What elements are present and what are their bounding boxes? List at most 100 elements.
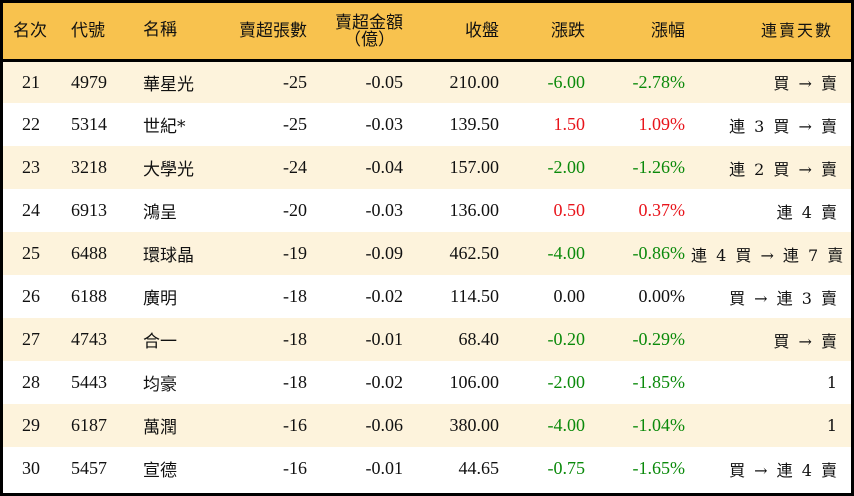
table-row[interactable]: 27 4743 合一 -18 -0.01 68.40 -0.20 -0.29% … [3, 318, 851, 361]
header-net-sell-amount[interactable]: 賣超金額 （億） [317, 3, 419, 60]
lots-cell: -25 [283, 71, 307, 92]
streak-cell: 買 → 賣 [773, 331, 839, 351]
close-cell: 139.50 [449, 114, 500, 134]
name-cell: 世紀* [143, 117, 186, 137]
name-cell: 廣明 [143, 289, 177, 309]
code-cell: 6913 [71, 200, 107, 220]
header-close[interactable]: 收盤 [465, 21, 499, 41]
code-cell: 6488 [71, 243, 107, 263]
close-cell: 462.50 [449, 243, 500, 263]
change-pct-cell: -0.86% [632, 243, 686, 263]
header-net-sell-lots[interactable]: 賣超張數 [239, 21, 307, 41]
code-cell: 5457 [71, 458, 107, 478]
change-pct-cell: -0.29% [632, 329, 686, 349]
close-cell: 210.00 [449, 71, 500, 92]
lots-cell: -18 [283, 372, 307, 392]
rank-cell: 30 [22, 458, 40, 478]
code-cell: 4743 [71, 329, 107, 349]
change-cell: 0.00 [553, 286, 586, 306]
rank-cell: 28 [22, 372, 40, 392]
table-row[interactable]: 24 6913 鴻呈 -20 -0.03 136.00 0.50 0.37% 連… [3, 189, 851, 232]
change-pct-cell: -1.85% [632, 372, 686, 392]
header-name[interactable]: 名稱 [143, 20, 177, 41]
close-cell: 44.65 [458, 458, 500, 478]
header-change-pct[interactable]: 漲幅 [651, 21, 685, 41]
rank-cell: 25 [22, 243, 40, 263]
table-row[interactable]: 26 6188 廣明 -18 -0.02 114.50 0.00 0.00% 買… [3, 275, 851, 318]
change-cell: -0.20 [547, 329, 586, 349]
table-row[interactable]: 25 6488 環球晶 -19 -0.09 462.50 -4.00 -0.86… [3, 232, 851, 275]
close-cell: 114.50 [450, 286, 499, 306]
change-cell: -2.00 [547, 372, 586, 392]
table-row[interactable]: 22 5314 世紀* -25 -0.03 139.50 1.50 1.09% … [3, 103, 851, 146]
lots-cell: -18 [283, 286, 307, 306]
close-cell: 106.00 [449, 372, 500, 392]
header-net-sell-amount-label: 賣超金額 [335, 12, 403, 32]
table-row[interactable]: 21 4979 華星光 -25 -0.05 210.00 -6.00 -2.78… [3, 60, 851, 103]
name-cell: 宣德 [143, 461, 177, 481]
change-cell: 0.50 [553, 200, 586, 220]
rank-cell: 27 [22, 329, 40, 349]
lots-cell: -20 [283, 200, 307, 220]
amount-cell: -0.02 [365, 286, 404, 306]
amount-cell: -0.01 [365, 329, 404, 349]
code-cell: 6188 [71, 286, 107, 306]
lots-cell: -24 [283, 157, 307, 177]
rank-cell: 23 [22, 157, 40, 177]
code-cell: 4979 [71, 71, 107, 92]
streak-cell: 連 3 買 → 賣 [729, 116, 839, 136]
change-pct-cell: 1.09% [638, 114, 686, 134]
change-cell: -6.00 [547, 71, 586, 92]
streak-cell: 買 → 連 3 賣 [729, 288, 839, 308]
lots-cell: -19 [283, 243, 307, 263]
streak-cell: 連 4 賣 [776, 202, 839, 222]
name-cell: 華星光 [143, 74, 194, 95]
header-rank[interactable]: 名次 [13, 21, 47, 41]
streak-cell: 買 → 連 4 賣 [729, 460, 839, 480]
streak-cell: 買 → 賣 [773, 74, 839, 94]
change-cell: 1.50 [553, 114, 586, 134]
name-cell: 環球晶 [143, 246, 194, 266]
name-cell: 大學光 [143, 160, 194, 180]
code-cell: 5314 [71, 114, 107, 134]
rank-cell: 22 [22, 114, 40, 134]
table-row[interactable]: 23 3218 大學光 -24 -0.04 157.00 -2.00 -1.26… [3, 146, 851, 189]
table-row[interactable]: 28 5443 均豪 -18 -0.02 106.00 -2.00 -1.85%… [3, 361, 851, 404]
change-cell: -2.00 [547, 157, 586, 177]
name-cell: 合一 [143, 332, 177, 352]
header-net-sell-amount-unit: （億） [344, 29, 395, 49]
change-pct-cell: -1.04% [632, 415, 686, 435]
streak-cell: 連 2 買 → 賣 [729, 159, 839, 179]
name-cell: 萬潤 [143, 418, 177, 438]
rank-cell: 24 [22, 200, 40, 220]
change-cell: -4.00 [547, 243, 586, 263]
rank-cell: 26 [22, 286, 40, 306]
close-cell: 136.00 [449, 200, 500, 220]
code-cell: 5443 [71, 372, 107, 392]
change-pct-cell: 0.37% [638, 200, 686, 220]
lots-cell: -16 [283, 458, 307, 478]
table-row[interactable]: 29 6187 萬潤 -16 -0.06 380.00 -4.00 -1.04%… [3, 404, 851, 447]
name-cell: 鴻呈 [143, 203, 177, 223]
header-change[interactable]: 漲跌 [551, 21, 585, 41]
header-streak[interactable]: 連賣天數 [760, 21, 833, 41]
rank-cell: 29 [22, 415, 40, 435]
lots-cell: -18 [283, 329, 307, 349]
amount-cell: -0.01 [365, 458, 404, 478]
amount-cell: -0.03 [365, 200, 404, 220]
table-row[interactable]: 30 5457 宣德 -16 -0.01 44.65 -0.75 -1.65% … [3, 447, 851, 490]
code-cell: 3218 [71, 157, 107, 177]
change-pct-cell: -2.78% [632, 71, 686, 92]
close-cell: 380.00 [449, 415, 500, 435]
lots-cell: -25 [283, 114, 307, 134]
amount-cell: -0.09 [365, 243, 404, 263]
change-pct-cell: 0.00% [638, 286, 686, 306]
change-pct-cell: -1.26% [632, 157, 686, 177]
streak-cell: 1 [826, 416, 839, 435]
amount-cell: -0.05 [365, 71, 404, 92]
close-cell: 68.40 [458, 329, 500, 349]
header-code[interactable]: 代號 [71, 21, 105, 41]
change-cell: -0.75 [547, 458, 586, 478]
amount-cell: -0.02 [365, 372, 404, 392]
